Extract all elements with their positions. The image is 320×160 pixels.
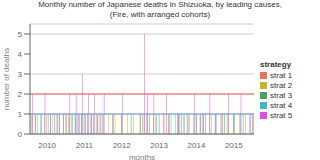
html-text:strat 5: strat 5 bbox=[270, 110, 293, 120]
html-text:strat 2: strat 2 bbox=[270, 80, 293, 90]
svg-text:1: 1 bbox=[18, 110, 23, 119]
svg-text:2: 2 bbox=[18, 90, 23, 99]
svg-text:2014: 2014 bbox=[188, 141, 206, 150]
html-text:strat 4: strat 4 bbox=[270, 100, 293, 110]
html-text:strat 3: strat 3 bbox=[270, 90, 293, 100]
html-text:Monthly number of Japanese dea: Monthly number of Japanese deaths in Shi… bbox=[38, 0, 282, 9]
svg-text:0: 0 bbox=[18, 130, 23, 139]
svg-text:2013: 2013 bbox=[150, 141, 168, 150]
svg-text:3: 3 bbox=[18, 70, 23, 79]
svg-text:2012: 2012 bbox=[113, 141, 131, 150]
svg-text:months: months bbox=[129, 153, 155, 160]
html-text:strat 1: strat 1 bbox=[270, 70, 293, 80]
svg-text:2010: 2010 bbox=[38, 141, 56, 150]
svg-text:2015: 2015 bbox=[225, 141, 243, 150]
html-text:strategy: strategy bbox=[260, 59, 292, 69]
svg-text:2011: 2011 bbox=[76, 141, 94, 150]
svg-text:5: 5 bbox=[18, 30, 23, 39]
svg-text:number of deaths: number of deaths bbox=[8, 48, 11, 110]
svg-text:4: 4 bbox=[18, 50, 23, 59]
html-text:(Fire, with arranged cohorts): (Fire, with arranged cohorts) bbox=[109, 10, 211, 19]
